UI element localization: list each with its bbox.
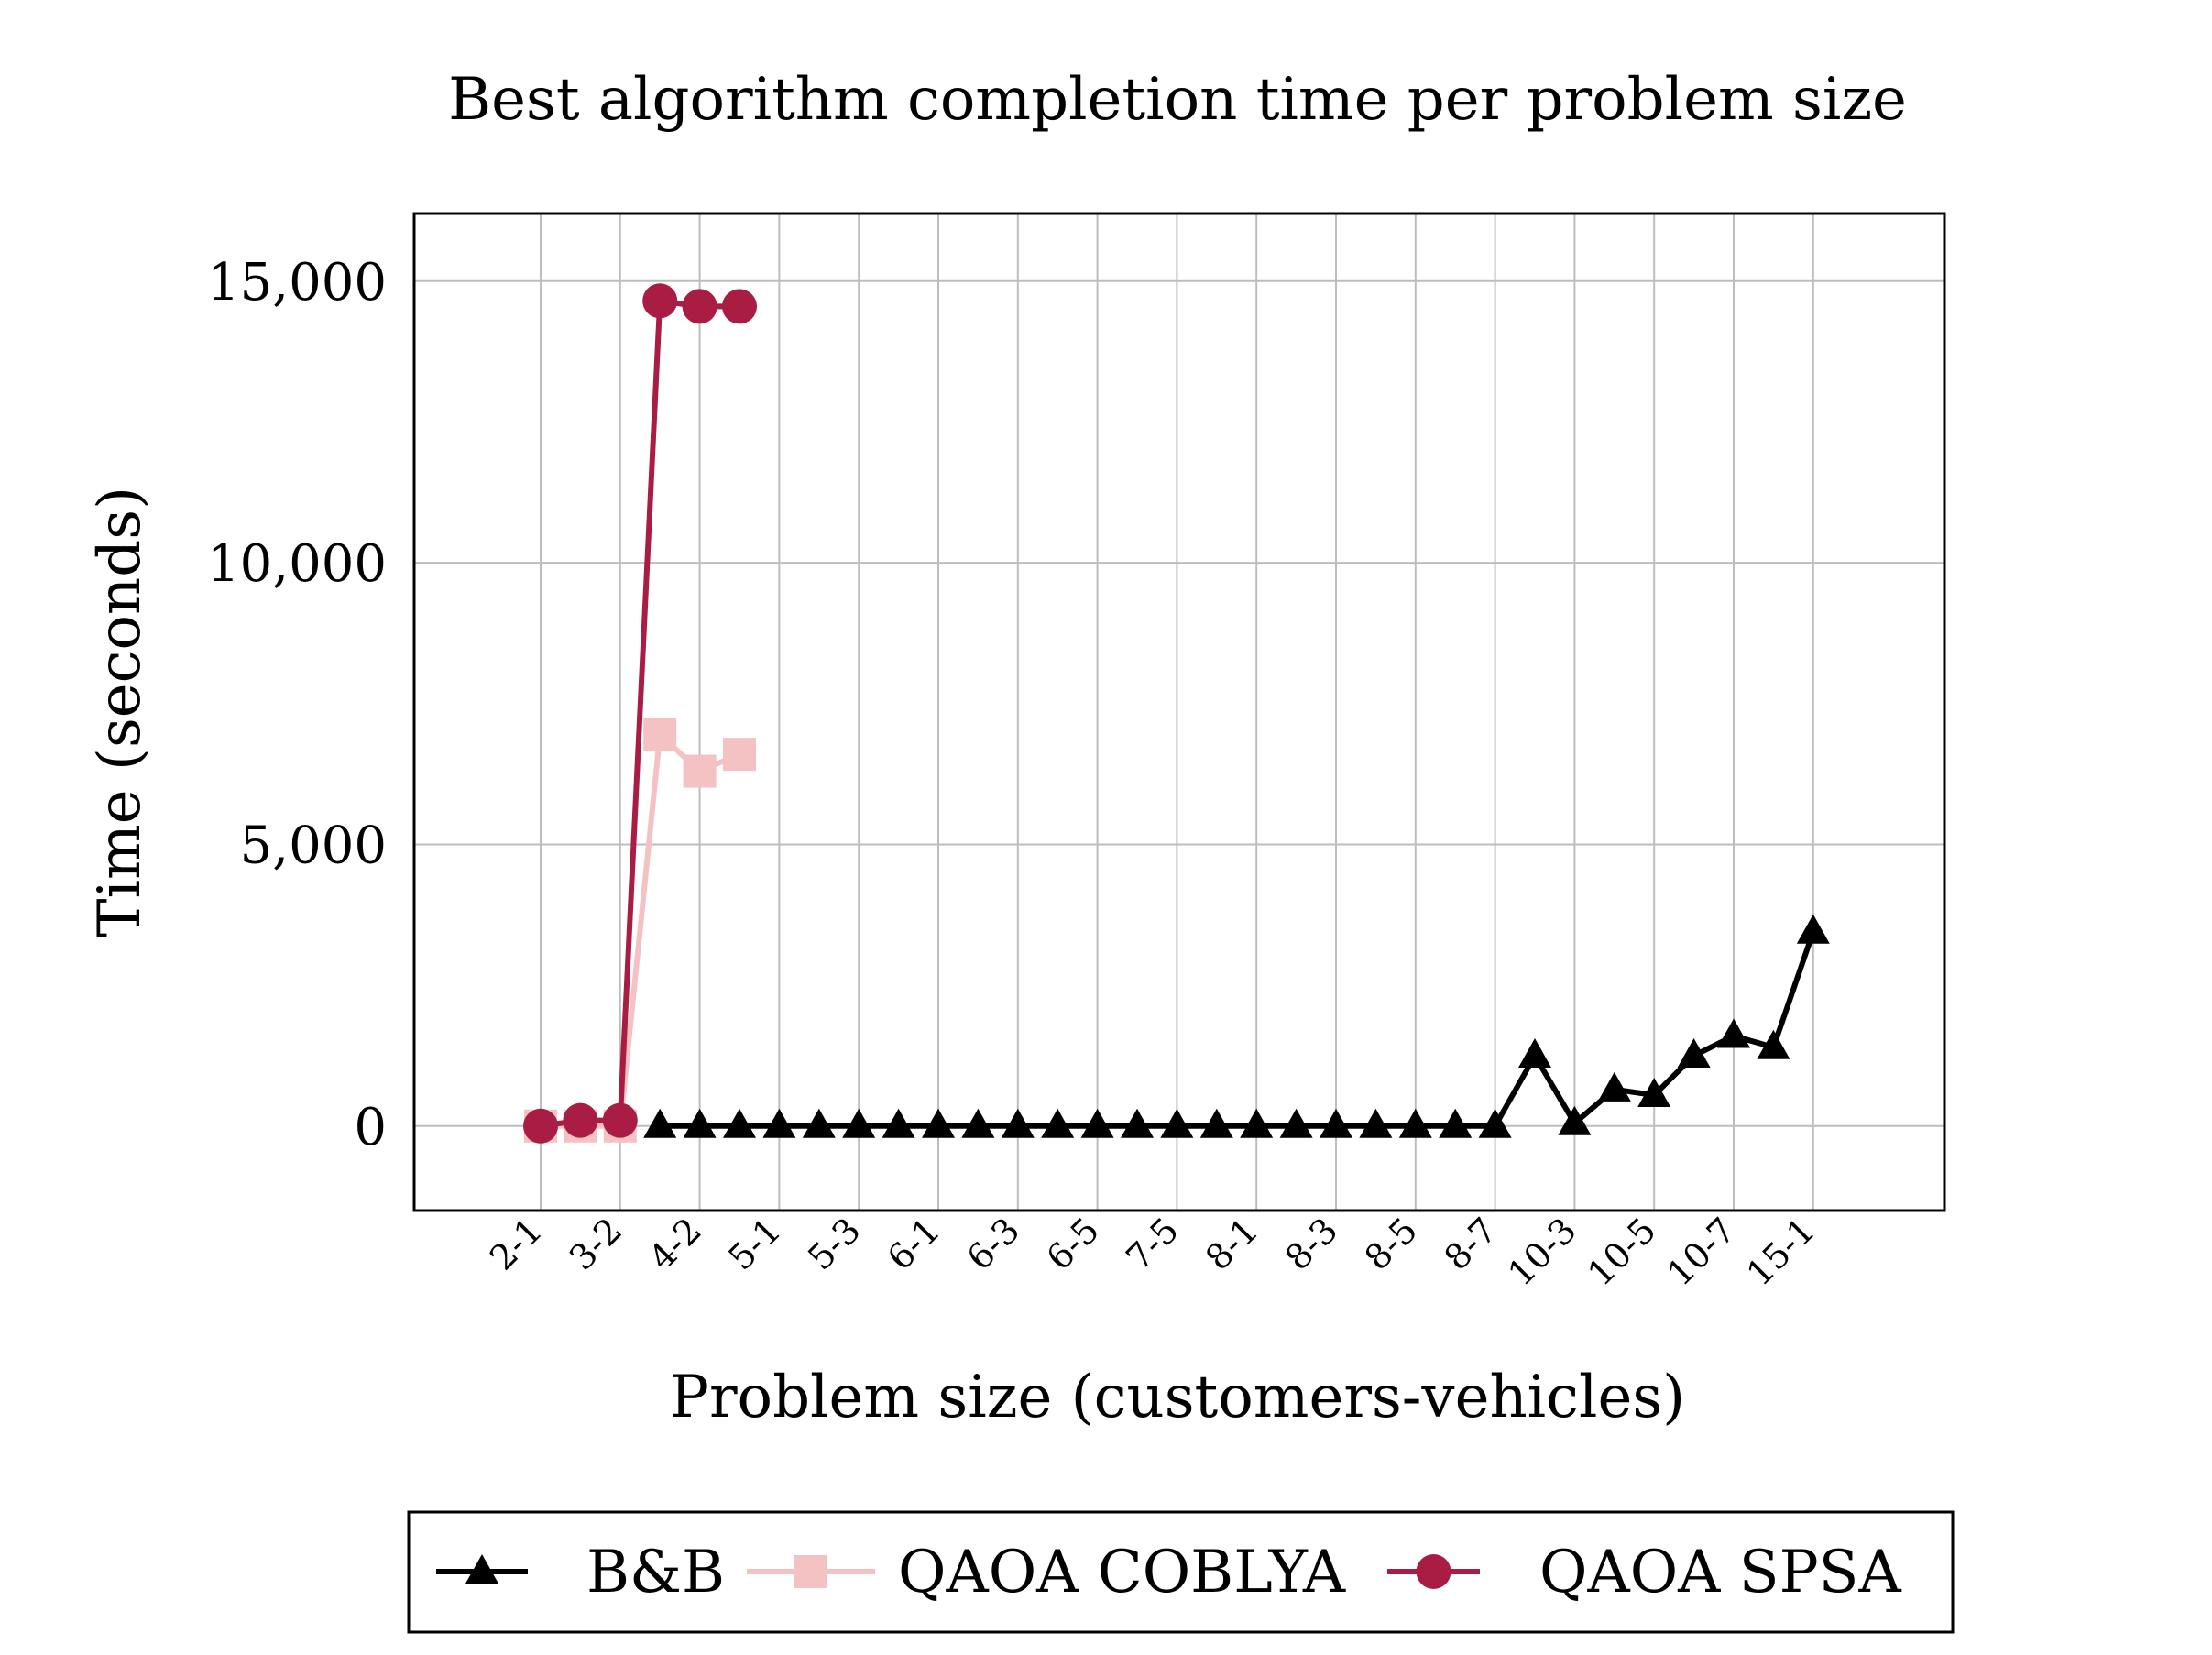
data-point-b-b bbox=[1518, 1037, 1551, 1068]
x-tick-label: 15-1 bbox=[1739, 1210, 1823, 1293]
data-point-b-b bbox=[1478, 1108, 1512, 1138]
data-point-b-b bbox=[1796, 914, 1830, 944]
data-point-qaoa-spsa bbox=[563, 1102, 598, 1138]
data-point-b-b bbox=[802, 1108, 836, 1138]
x-tick-label: 8-7 bbox=[1437, 1210, 1505, 1277]
data-point-b-b bbox=[1080, 1108, 1114, 1138]
data-point-b-b bbox=[1757, 1029, 1790, 1059]
x-tick-label: 10-3 bbox=[1500, 1210, 1583, 1293]
data-point-b-b bbox=[922, 1108, 955, 1138]
x-tick-label: 3-2 bbox=[562, 1210, 630, 1277]
x-tick-label: 4-2 bbox=[641, 1210, 709, 1277]
series-qaoa-spsa bbox=[523, 283, 757, 1144]
y-tick-label: 0 bbox=[354, 1098, 387, 1157]
grid bbox=[414, 214, 1944, 1211]
series-line-b-b bbox=[660, 930, 1816, 1129]
x-tick-label: 10-5 bbox=[1580, 1210, 1663, 1293]
data-point-qaoa-spsa bbox=[682, 289, 717, 324]
data-point-b-b bbox=[683, 1108, 717, 1138]
data-point-b-b bbox=[1597, 1071, 1631, 1102]
x-tick-label: 8-5 bbox=[1357, 1210, 1425, 1277]
series-line-qaoa-coblya bbox=[541, 731, 741, 1129]
data-point-b-b bbox=[1001, 1108, 1035, 1138]
legend-marker-qaoa-spsa bbox=[1416, 1554, 1451, 1589]
x-tick-label: 6-3 bbox=[959, 1210, 1027, 1277]
data-point-b-b bbox=[842, 1108, 876, 1138]
x-tick-label: 5-1 bbox=[720, 1210, 788, 1277]
y-tick-label: 15,000 bbox=[207, 253, 387, 312]
data-point-b-b bbox=[723, 1108, 756, 1138]
legend-marker-b-b bbox=[465, 1554, 498, 1584]
data-point-qaoa-spsa bbox=[722, 289, 757, 324]
legend-label-b-b: B&B bbox=[586, 1539, 725, 1606]
x-tick-label: 7-5 bbox=[1118, 1210, 1186, 1277]
data-point-b-b bbox=[1359, 1108, 1393, 1138]
y-axis-ticks: 0 5,000 10,000 15,000 bbox=[207, 253, 387, 1157]
data-point-b-b bbox=[1677, 1037, 1711, 1068]
x-axis-ticks: 2-1 3-2 4-2 5-1 5-3 6-1 6-3 6-5 7-5 8-1 8-3 8-5 8-71… bbox=[482, 1210, 1823, 1293]
x-tick-label: 8-3 bbox=[1277, 1210, 1345, 1277]
data-point-b-b bbox=[961, 1108, 995, 1138]
data-point-b-b bbox=[1558, 1105, 1592, 1135]
data-point-b-b bbox=[1160, 1108, 1194, 1138]
data-point-b-b bbox=[1637, 1077, 1671, 1107]
series-layer bbox=[523, 283, 1830, 1144]
x-tick-label: 6-5 bbox=[1039, 1210, 1107, 1277]
legend-label-qaoa-coblya: QAOA COBLYA bbox=[898, 1539, 1346, 1606]
x-tick-label: 8-1 bbox=[1198, 1210, 1265, 1277]
legend-box bbox=[407, 1510, 1955, 1634]
chart-title: Best algorithm completion time per probl… bbox=[448, 66, 1907, 134]
legend-item-b-b: B&B bbox=[436, 1539, 725, 1606]
legend: B&B QAOA COBLYA QAOA SPSA bbox=[407, 1510, 1955, 1634]
data-point-qaoa-spsa bbox=[642, 283, 678, 319]
legend-marker-qaoa-coblya bbox=[794, 1555, 827, 1588]
data-point-qaoa-coblya bbox=[723, 738, 756, 772]
data-point-b-b bbox=[1439, 1108, 1473, 1138]
data-point-b-b bbox=[1717, 1018, 1750, 1048]
data-point-b-b bbox=[762, 1108, 796, 1138]
data-point-qaoa-coblya bbox=[683, 754, 717, 788]
data-point-qaoa-spsa bbox=[523, 1108, 558, 1144]
data-point-b-b bbox=[1199, 1108, 1233, 1138]
data-point-qaoa-spsa bbox=[602, 1102, 638, 1138]
plot-frame bbox=[412, 212, 1946, 1212]
legend-item-qaoa-spsa: QAOA SPSA bbox=[1387, 1539, 1901, 1606]
data-point-b-b bbox=[882, 1108, 915, 1138]
x-tick-label: 2-1 bbox=[482, 1210, 550, 1277]
data-point-b-b bbox=[643, 1108, 677, 1138]
legend-items: B&B QAOA COBLYA QAOA SPSA bbox=[436, 1539, 1901, 1606]
y-axis-label: Time (seconds) bbox=[86, 487, 154, 937]
legend-item-qaoa-coblya: QAOA COBLYA bbox=[747, 1539, 1346, 1606]
x-tick-label: 10-7 bbox=[1659, 1210, 1743, 1293]
data-point-b-b bbox=[1121, 1108, 1154, 1138]
data-point-b-b bbox=[1398, 1108, 1432, 1138]
data-point-b-b bbox=[1041, 1108, 1075, 1138]
data-point-b-b bbox=[1279, 1108, 1313, 1138]
data-point-b-b bbox=[1240, 1108, 1274, 1138]
data-point-qaoa-coblya bbox=[643, 718, 677, 751]
series-b-b bbox=[643, 914, 1830, 1138]
series-line-qaoa-spsa bbox=[540, 298, 739, 1129]
x-tick-label: 6-1 bbox=[880, 1210, 947, 1277]
y-tick-label: 5,000 bbox=[240, 816, 387, 875]
series-qaoa-coblya bbox=[524, 718, 756, 1143]
y-tick-label: 10,000 bbox=[207, 534, 387, 594]
data-point-b-b bbox=[1320, 1108, 1352, 1138]
x-axis-label: Problem size (customers-vehicles) bbox=[670, 1364, 1685, 1431]
legend-label-qaoa-spsa: QAOA SPSA bbox=[1539, 1539, 1901, 1606]
x-tick-label: 5-3 bbox=[800, 1210, 868, 1277]
